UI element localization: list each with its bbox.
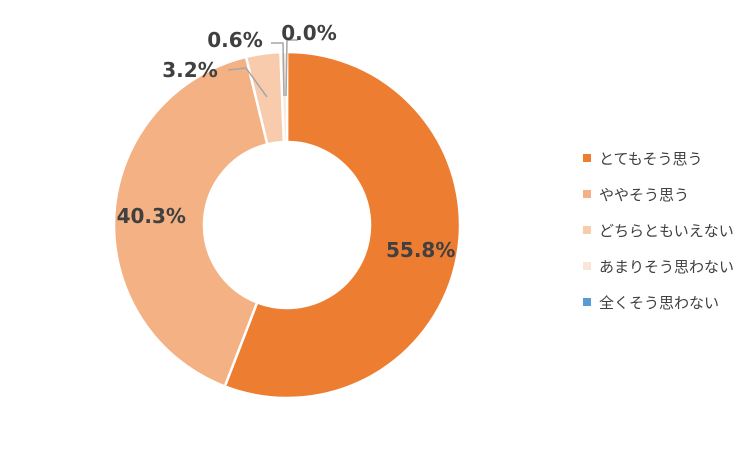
data-label: 0.0% — [281, 21, 336, 45]
legend-label: あまりそう思わない — [599, 257, 735, 276]
data-label: 40.3% — [117, 204, 186, 228]
legend-swatch — [583, 262, 591, 270]
data-labels: 55.8% 40.3% 3.2% 0.6% 0.0% — [117, 21, 456, 262]
pie-slice — [112, 55, 269, 389]
legend-label: 全くそう思わない — [599, 293, 720, 312]
legend-label: ややそう思う — [599, 185, 690, 204]
legend-swatch — [583, 190, 591, 198]
pie-slice — [223, 50, 462, 400]
leader-line — [271, 42, 285, 97]
data-label: 0.6% — [207, 28, 262, 52]
data-label: 55.8% — [386, 238, 455, 262]
leader-line — [285, 39, 298, 97]
leader-line — [227, 67, 268, 98]
legend-swatch — [583, 226, 591, 234]
data-label: 3.2% — [162, 58, 217, 82]
legend-item: あまりそう思わない — [583, 248, 748, 284]
legend-swatch — [583, 154, 591, 162]
legend-item: とてもそう思う — [583, 140, 748, 176]
legend-swatch — [583, 298, 591, 306]
slices — [112, 50, 462, 400]
legend-item: 全くそう思わない — [583, 284, 748, 320]
legend-item: どちらともいえない — [583, 212, 748, 248]
legend-label: とてもそう思う — [599, 149, 703, 168]
legend-item: ややそう思う — [583, 176, 748, 212]
legend: とてもそう思う ややそう思う どちらともいえない あまりそう思わない 全くそう思… — [583, 140, 748, 320]
legend-label: どちらともいえない — [599, 221, 734, 240]
leader-lines — [227, 39, 298, 98]
